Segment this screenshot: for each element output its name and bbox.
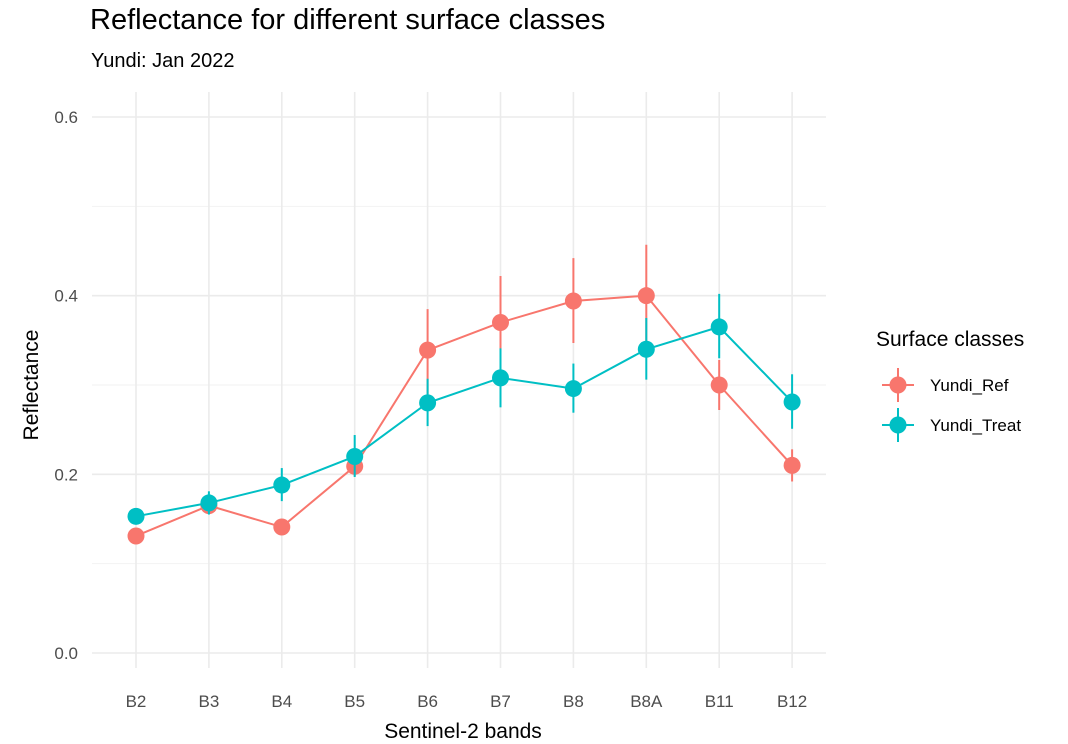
series-line-yundi-ref bbox=[135, 294, 793, 537]
data-point-yundi-treat bbox=[564, 380, 582, 398]
minor-gridlines bbox=[92, 205, 826, 565]
x-axis-title: Sentinel-2 bands bbox=[384, 720, 542, 743]
y-tick-label: 0.2 bbox=[54, 465, 78, 484]
data-point-yundi-ref bbox=[419, 341, 437, 359]
legend-label-yundi-treat: Yundi_Treat bbox=[930, 416, 1021, 435]
y-axis-ticks: 0.0 0.2 0.4 0.6 bbox=[54, 108, 78, 663]
data-point-yundi-ref bbox=[492, 313, 509, 331]
series-line-yundi-treat bbox=[135, 325, 793, 518]
data-point-yundi-ref bbox=[637, 287, 655, 305]
data-point-yundi-treat bbox=[273, 476, 291, 494]
data-point-yundi-treat bbox=[492, 369, 509, 387]
data-point-yundi-treat bbox=[127, 507, 145, 525]
legend-key-point bbox=[889, 416, 907, 434]
y-axis-title: Reflectance bbox=[20, 330, 43, 441]
x-tick-label: B7 bbox=[490, 692, 511, 711]
x-tick-label: B5 bbox=[344, 692, 365, 711]
data-point-yundi-treat bbox=[346, 447, 364, 465]
y-tick-label: 0.6 bbox=[54, 108, 78, 127]
y-tick-label: 0.4 bbox=[54, 287, 78, 306]
data-point-yundi-treat bbox=[710, 318, 728, 336]
x-tick-label: B2 bbox=[126, 692, 147, 711]
data-point-yundi-treat bbox=[419, 394, 437, 412]
y-tick-label: 0.0 bbox=[54, 644, 78, 663]
x-tick-label: B12 bbox=[777, 692, 807, 711]
data-point-yundi-ref bbox=[783, 456, 801, 474]
x-tick-label: B4 bbox=[271, 692, 292, 711]
data-point-yundi-ref bbox=[710, 376, 728, 394]
data-point-yundi-treat bbox=[637, 340, 655, 358]
x-tick-label: B3 bbox=[199, 692, 220, 711]
data-point-yundi-ref bbox=[564, 292, 582, 310]
data-point-yundi-treat bbox=[783, 393, 801, 411]
legend-key-point bbox=[889, 376, 907, 394]
x-axis-ticks: B2 B3 B4 B5 B6 B7 B8 B8A B11 B12 bbox=[126, 692, 808, 711]
x-tick-label: B8 bbox=[563, 692, 584, 711]
legend: Surface classes Yundi_Ref Yundi_Treat bbox=[876, 328, 1024, 442]
series-layer bbox=[127, 244, 801, 545]
x-tick-label: B6 bbox=[417, 692, 438, 711]
legend-title: Surface classes bbox=[876, 328, 1024, 351]
chart-subtitle: Yundi: Jan 2022 bbox=[91, 50, 235, 72]
legend-label-yundi-ref: Yundi_Ref bbox=[930, 376, 1009, 395]
data-point-yundi-ref bbox=[273, 518, 291, 536]
data-point-yundi-ref bbox=[127, 527, 145, 545]
chart-title: Reflectance for different surface classe… bbox=[90, 4, 606, 36]
data-point-yundi-treat bbox=[200, 494, 218, 512]
x-tick-label: B11 bbox=[705, 692, 734, 711]
x-tick-label: B8A bbox=[630, 692, 663, 711]
